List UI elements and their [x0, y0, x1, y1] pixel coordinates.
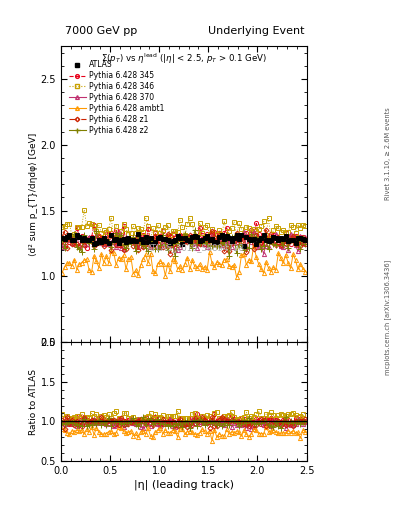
Text: 7000 GeV pp: 7000 GeV pp [65, 26, 137, 36]
Text: Underlying Event: Underlying Event [208, 26, 305, 36]
Legend: ATLAS, Pythia 6.428 345, Pythia 6.428 346, Pythia 6.428 370, Pythia 6.428 ambt1,: ATLAS, Pythia 6.428 345, Pythia 6.428 34… [67, 59, 165, 136]
Y-axis label: ⟨d² sum p_{T}/dηdφ⟩ [GeV]: ⟨d² sum p_{T}/dηdφ⟩ [GeV] [29, 133, 38, 256]
Text: Rivet 3.1.10, ≥ 2.6M events: Rivet 3.1.10, ≥ 2.6M events [385, 107, 391, 200]
Text: $\Sigma(p_T)$ vs $\eta^{\rm lead}$ ($|\eta|$ < 2.5, $p_T$ > 0.1 GeV): $\Sigma(p_T)$ vs $\eta^{\rm lead}$ ($|\e… [101, 52, 267, 67]
Text: ATLAS_2010_S8894728: ATLAS_2010_S8894728 [147, 243, 245, 252]
Y-axis label: Ratio to ATLAS: Ratio to ATLAS [29, 369, 38, 435]
Text: mcplots.cern.ch [arXiv:1306.3436]: mcplots.cern.ch [arXiv:1306.3436] [384, 260, 391, 375]
X-axis label: |η| (leading track): |η| (leading track) [134, 480, 234, 490]
